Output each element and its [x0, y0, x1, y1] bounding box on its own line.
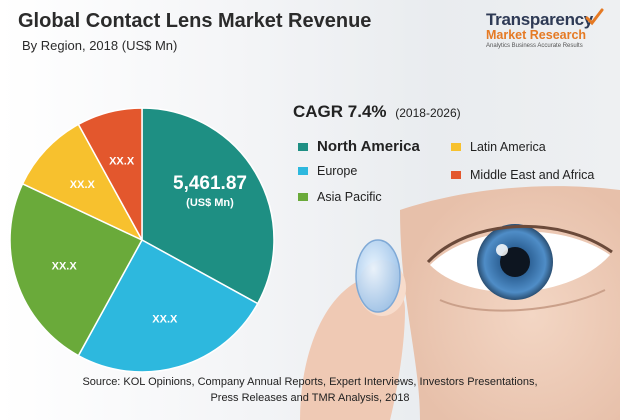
legend-item-north-america: North America — [298, 138, 420, 155]
company-logo: Transparency Market Research Analytics B… — [486, 8, 606, 70]
logo-check-icon — [585, 8, 604, 26]
pie-slices — [9, 107, 275, 373]
cagr-value: CAGR 7.4% — [293, 102, 387, 121]
logo-text-primary: Transparency — [486, 10, 593, 29]
pie-slice-europe — [77, 238, 259, 373]
pie-slice-north-america — [141, 107, 275, 305]
cagr-period: (2018-2026) — [395, 106, 461, 120]
legend-swatch-europe — [298, 167, 308, 175]
legend-item-europe: Europe — [298, 164, 357, 178]
cagr-heading: CAGR 7.4% (2018-2026) — [293, 102, 461, 122]
pie-total-value: 5,461.87 — [173, 173, 247, 194]
legend-swatch-asia-pacific — [298, 193, 308, 201]
legend-label-latin-america: Latin America — [470, 140, 546, 154]
source-line-2: Press Releases and TMR Analysis, 2018 — [210, 392, 410, 404]
pie-slice-middle-east-and-africa — [77, 107, 143, 241]
legend-item-latin-america: Latin America — [451, 140, 546, 154]
legend-label-middle-east-africa: Middle East and Africa — [470, 168, 595, 182]
pie-slice-latin-america — [21, 123, 144, 242]
legend-label-asia-pacific: Asia Pacific — [317, 190, 382, 204]
legend-swatch-latin-america — [451, 143, 461, 151]
legend-label-europe: Europe — [317, 164, 358, 178]
legend-swatch-middle-east-africa — [451, 171, 461, 179]
pie-slice-labels: XX.X XX.X XX.X XX.X — [52, 156, 178, 326]
pie-label-middle-east-and-africa: XX.X — [109, 156, 135, 168]
legend-item-middle-east-africa: Middle East and Africa — [451, 168, 594, 182]
source-line-1: Source: KOL Opinions, Company Annual Rep… — [82, 376, 538, 388]
legend-label-north-america: North America — [317, 138, 420, 155]
legend-swatch-north-america — [298, 142, 308, 151]
source-note: Source: KOL Opinions, Company Annual Rep… — [0, 374, 620, 406]
pie-slice-asia-pacific — [9, 182, 144, 357]
logo-tagline: Analytics Business Accurate Results — [486, 43, 583, 49]
pie-total-unit: (US$ Mn) — [186, 197, 234, 209]
pie-label-latin-america: XX.X — [70, 179, 96, 191]
pie-label-europe: XX.X — [152, 314, 178, 326]
logo-text-secondary: Market Research — [486, 28, 587, 42]
chart-title: Global Contact Lens Market Revenue — [18, 10, 372, 32]
eye-illustration — [300, 186, 620, 420]
pie-label-asia-pacific: XX.X — [52, 260, 78, 272]
chart-subtitle: By Region, 2018 (US$ Mn) — [22, 38, 178, 53]
legend-item-asia-pacific: Asia Pacific — [298, 190, 382, 204]
